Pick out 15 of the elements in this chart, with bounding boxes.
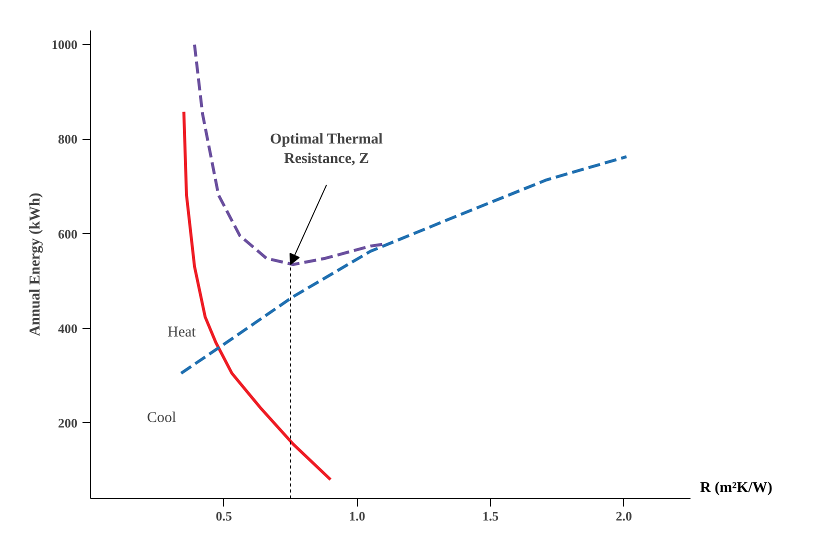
x-tick-label: 1.5 <box>482 508 500 524</box>
text: Cool <box>146 410 176 426</box>
y-tick-label: 600 <box>58 226 78 242</box>
x-tick-label: 2.0 <box>616 508 632 524</box>
annotation: Optimal Thermal Resistance, Z <box>270 132 383 167</box>
x-axis-title: R (m²K/W) <box>700 479 772 498</box>
series-label: Heat <box>168 324 197 340</box>
y-tick-label: 1000 <box>52 37 78 52</box>
x-tick-label: 0.5 <box>216 508 232 524</box>
y-tick-label: 200 <box>58 415 78 430</box>
line-series <box>193 43 386 266</box>
x-tick-label: 1.0 <box>349 508 366 524</box>
y-axis-title: Annual Energy (kWh) <box>28 192 44 336</box>
y-tick-label: 800 <box>58 132 78 147</box>
y-tick-label: 400 <box>58 320 78 336</box>
